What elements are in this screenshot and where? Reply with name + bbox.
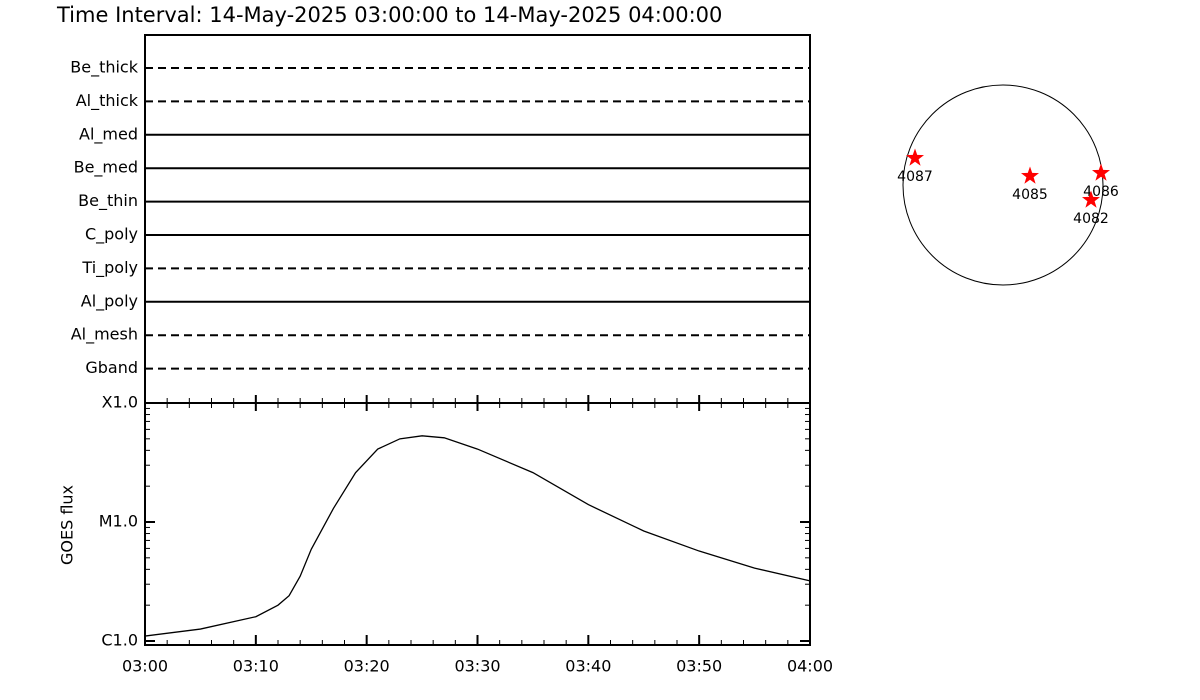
x-tick-label: 03:10 <box>233 657 279 676</box>
x-tick-label: 03:20 <box>344 657 390 676</box>
filter-label: Al_poly <box>81 291 138 311</box>
active-region-star <box>1021 166 1039 184</box>
filter-label: Be_thick <box>70 58 138 78</box>
active-region-star <box>1092 163 1110 181</box>
y-axis-label: GOES flux <box>58 485 77 565</box>
x-tick-label: 03:50 <box>676 657 722 676</box>
active-region-star <box>906 148 924 166</box>
filter-panel-frame <box>144 34 811 404</box>
active-region-label: 4087 <box>897 169 933 185</box>
filter-label: Be_med <box>74 158 138 178</box>
filter-label: Be_thin <box>78 191 138 211</box>
y-tick-label: M1.0 <box>99 512 138 531</box>
filter-label: Gband <box>85 358 138 377</box>
x-tick-label: 03:40 <box>565 657 611 676</box>
x-tick-label: 04:00 <box>787 657 833 676</box>
y-tick-label: C1.0 <box>101 631 138 650</box>
x-tick-label: 03:00 <box>122 657 168 676</box>
goes-panel-frame <box>144 402 811 646</box>
solar-disk <box>902 84 1104 286</box>
y-tick-label: X1.0 <box>102 393 138 412</box>
active-region-label: 4085 <box>1012 187 1048 203</box>
filter-label: Al_thick <box>76 91 139 111</box>
goes-flux-line <box>144 435 811 637</box>
filter-label: Al_mesh <box>71 325 138 345</box>
active-region-label: 4082 <box>1073 211 1109 227</box>
active-region-star <box>1082 190 1100 208</box>
x-tick-label: 03:30 <box>454 657 500 676</box>
filter-label: Al_med <box>79 124 138 144</box>
title: Time Interval: 14-May-2025 03:00:00 to 1… <box>56 3 722 27</box>
filter-label: Ti_poly <box>81 258 138 278</box>
filter-label: C_poly <box>85 225 138 245</box>
